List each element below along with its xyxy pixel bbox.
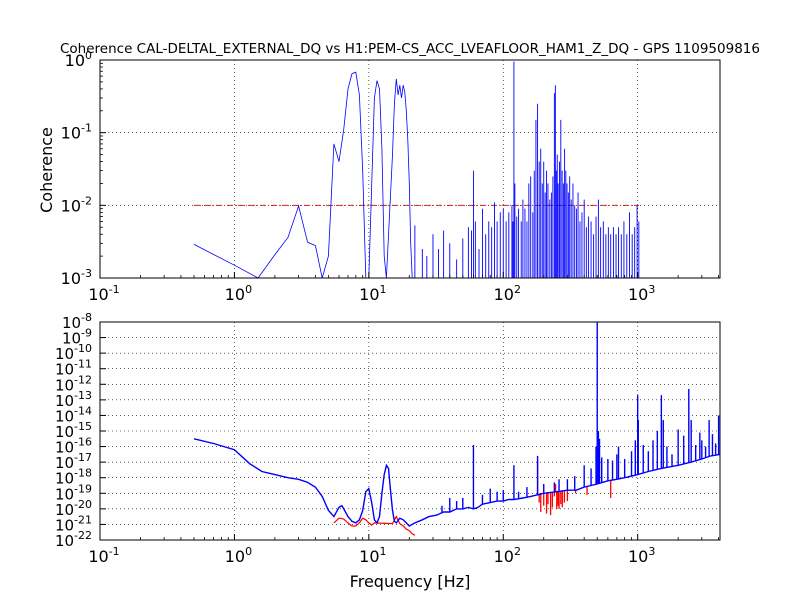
x-tick-label: 101: [359, 283, 386, 304]
x-tick-label: 10-1: [88, 545, 119, 566]
y-tick-label: 100: [65, 49, 92, 70]
x-axis-label: Frequency [Hz]: [350, 572, 471, 591]
coherence-plot-background: [100, 60, 720, 278]
x-tick-label: 10-1: [88, 283, 119, 304]
x-tick-label: 100: [225, 545, 252, 566]
y-tick-label: 10-12: [55, 373, 92, 394]
x-tick-label: 101: [359, 545, 386, 566]
x-tick-label: 103: [628, 545, 655, 566]
y-tick-label: 10-2: [61, 194, 92, 215]
y-tick-label: 10-10: [55, 342, 92, 363]
spectrum-series-blue-line: [193, 438, 721, 527]
y-tick-label: 10-1: [61, 122, 92, 143]
spectrum-y-ticks: 10-2210-2110-2010-1910-1810-1710-1610-15…: [55, 311, 106, 550]
y-tick-label: 10-14: [55, 404, 92, 425]
y-tick-label: 10-17: [55, 451, 92, 472]
spectrum-series-red-spikes: [536, 460, 612, 516]
spectrum-x-ticks: 10-1 100 101 102 103: [88, 534, 720, 566]
spectrum-series-red-line: [333, 515, 416, 536]
y-tick-label: 10-11: [55, 358, 92, 379]
y-tick-label: 10-3: [61, 267, 92, 288]
y-tick-label: 10-15: [55, 420, 92, 441]
coherence-y-axis-label: Coherence: [37, 127, 56, 213]
y-tick-label: 10-16: [55, 436, 92, 457]
x-tick-label: 103: [628, 283, 655, 304]
coherence-plot: 10-1 100 101 102 103 10-3 10-2 10-1 100 Coheren…: [37, 49, 721, 304]
coherence-plot-frame: [99, 59, 721, 279]
x-tick-label: 100: [225, 283, 252, 304]
figure-title: Coherence CAL-DELTAL_EXTERNAL_DQ vs H1:P…: [60, 41, 760, 57]
coherence-x-ticks: 10-1 100 101 102 103: [88, 272, 720, 304]
y-tick-label: 10-18: [55, 467, 92, 488]
y-tick-label: 10-8: [62, 311, 92, 332]
spectrum-grid: [100, 322, 720, 540]
y-tick-label: 10-9: [62, 327, 92, 348]
y-tick-label: 10-13: [55, 389, 92, 410]
x-tick-label: 102: [494, 283, 521, 304]
spectrum-plot: 10-1 100 101 102 103 10-2210-2110-2010-1910-…: [55, 311, 721, 591]
coherence-spikes: [414, 61, 640, 278]
y-tick-label: 10-22: [55, 529, 92, 550]
x-tick-label: 102: [494, 545, 521, 566]
coherence-y-ticks: 10-3 10-2 10-1 100: [61, 49, 106, 288]
y-tick-label: 10-21: [55, 513, 92, 534]
spectrum-series-blue-spikes: [441, 322, 720, 513]
y-tick-label: 10-20: [55, 498, 92, 519]
y-tick-label: 10-19: [55, 482, 92, 503]
